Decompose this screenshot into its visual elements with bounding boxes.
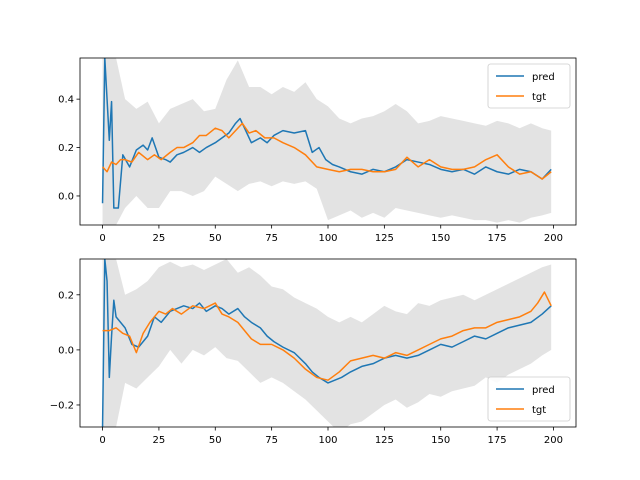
x-tick-label: 200: [544, 435, 563, 446]
plot-area: [101, 259, 552, 427]
y-tick-label: 0.4: [58, 95, 74, 106]
legend: pred tgt: [487, 376, 571, 422]
series-line-tgt: [102, 291, 552, 381]
y-tick-label: 0.0: [58, 345, 74, 356]
x-tick-label: 175: [488, 435, 507, 446]
plot-panel-2: 0 25 50 75 100 125 150 175 200 −0.2 0.0 0.2 pred tgt: [50, 258, 577, 446]
x-tick-label: 125: [375, 233, 394, 244]
x-tick-label: 200: [544, 233, 563, 244]
series-line-tgt: [102, 122, 552, 180]
uncertainty-band: [102, 259, 552, 427]
legend-box: [487, 376, 571, 422]
x-tick-label: 100: [318, 435, 337, 446]
plot-panel-1: 0 25 50 75 100 125 150 175 200 0.0 0.2 0.4 pred tgt: [58, 57, 577, 244]
x-tick-label: 75: [265, 233, 278, 244]
x-tick-label: 75: [265, 435, 278, 446]
x-tick-label: 25: [153, 435, 166, 446]
uncertainty-band: [102, 58, 552, 225]
series-line-pred: [101, 58, 552, 209]
x-tick-label: 125: [375, 435, 394, 446]
x-tick-label: 0: [99, 233, 105, 244]
legend: pred tgt: [487, 63, 571, 109]
legend-label-tgt: tgt: [532, 92, 546, 103]
y-tick-label: −0.2: [50, 400, 74, 411]
x-tick-label: 100: [318, 233, 337, 244]
x-tick-label: 50: [209, 435, 222, 446]
x-tick-label: 150: [431, 233, 450, 244]
x-tick-label: 150: [431, 435, 450, 446]
x-tick-label: 175: [488, 233, 507, 244]
y-tick-label: 0.2: [58, 290, 74, 301]
legend-label-tgt: tgt: [532, 405, 546, 416]
legend-box: [487, 63, 571, 109]
x-tick-label: 50: [209, 233, 222, 244]
y-tick-label: 0.0: [58, 191, 74, 202]
x-tick-label: 0: [99, 435, 105, 446]
y-tick-label: 0.2: [58, 143, 74, 154]
legend-label-pred: pred: [532, 385, 555, 396]
legend-label-pred: pred: [532, 72, 555, 83]
plot-area: [101, 58, 552, 225]
x-tick-label: 25: [153, 233, 166, 244]
